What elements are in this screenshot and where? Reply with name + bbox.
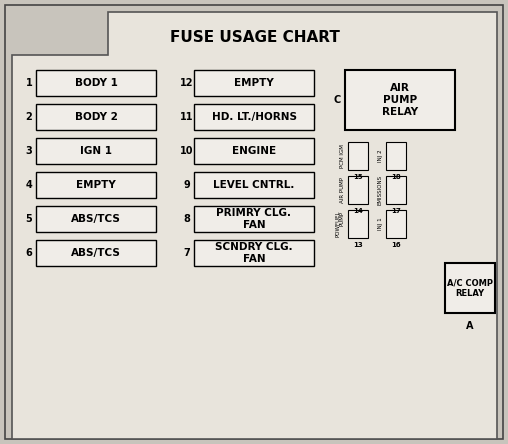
Bar [36,172,156,198]
Text: FUSE USAGE CHART: FUSE USAGE CHART [170,31,340,45]
Text: BODY 2: BODY 2 [75,112,117,122]
Bar [36,206,156,232]
Bar [386,210,406,238]
Text: 1: 1 [25,78,33,88]
Bar [36,70,156,96]
Text: 12: 12 [180,78,194,88]
Text: EMPTY: EMPTY [76,180,116,190]
Text: BODY 1: BODY 1 [75,78,117,88]
Text: AIR PUMP: AIR PUMP [340,177,345,203]
Bar [348,210,368,238]
Bar [345,70,455,130]
Text: PCM IGM: PCM IGM [340,144,345,168]
Text: 8: 8 [183,214,190,224]
Text: ENGINE: ENGINE [232,146,276,156]
Text: 15: 15 [353,174,363,180]
Text: AIR
PUMP
RELAY: AIR PUMP RELAY [382,83,418,117]
Text: 2: 2 [25,112,33,122]
Text: ABS/TCS: ABS/TCS [71,248,121,258]
Text: 4: 4 [25,180,33,190]
Text: A/C COMP
RELAY: A/C COMP RELAY [447,278,493,297]
Text: SCNDRY CLG.
FAN: SCNDRY CLG. FAN [215,242,293,264]
Text: INJ 2: INJ 2 [378,150,383,163]
Text: 7: 7 [183,248,190,258]
Text: EMISSIONS: EMISSIONS [378,175,383,205]
Text: 6: 6 [25,248,33,258]
Text: 11: 11 [180,112,194,122]
Text: 17: 17 [391,208,401,214]
Bar [348,142,368,170]
Text: 9: 9 [183,180,190,190]
Bar [194,104,314,130]
Text: PRIMRY CLG.
FAN: PRIMRY CLG. FAN [216,208,292,230]
Text: HD. LT./HORNS: HD. LT./HORNS [211,112,297,122]
Bar [194,138,314,164]
Text: EMPTY: EMPTY [234,78,274,88]
Text: 5: 5 [25,214,33,224]
Bar [36,240,156,266]
Text: INJ 1: INJ 1 [378,218,383,230]
Text: 10: 10 [180,146,194,156]
Bar [348,176,368,204]
Bar [36,138,156,164]
Bar [194,240,314,266]
Text: 13: 13 [353,242,363,248]
Bar [194,172,314,198]
Bar [36,104,156,130]
Bar [194,206,314,232]
Bar [386,142,406,170]
Text: 16: 16 [391,242,401,248]
Text: IGN 1: IGN 1 [80,146,112,156]
Text: ABS/TCS: ABS/TCS [71,214,121,224]
Text: POWFUEL
PUMP: POWFUEL PUMP [335,211,345,237]
Text: 3: 3 [25,146,33,156]
Text: LEVEL CNTRL.: LEVEL CNTRL. [213,180,295,190]
Polygon shape [12,12,497,439]
Text: C: C [333,95,341,105]
Text: 14: 14 [353,208,363,214]
Text: 18: 18 [391,174,401,180]
Bar [445,263,495,313]
Bar [194,70,314,96]
Text: A: A [466,321,474,331]
Bar [386,176,406,204]
